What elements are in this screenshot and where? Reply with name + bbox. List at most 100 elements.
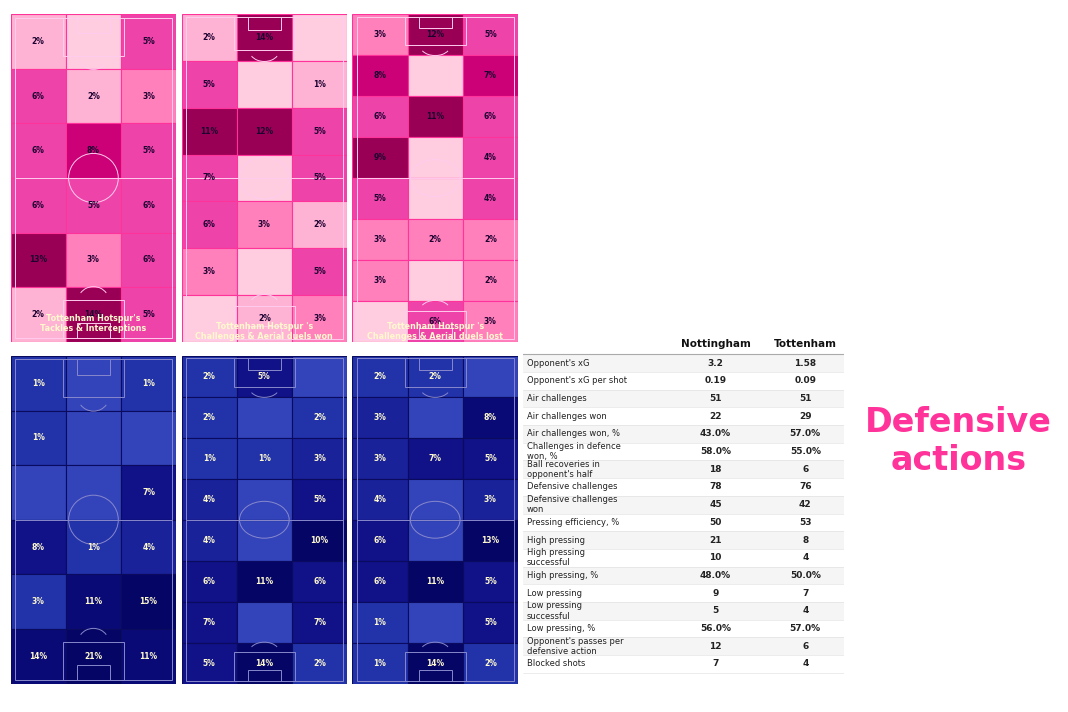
Text: 3%: 3% [203, 267, 216, 276]
Bar [66, 629, 121, 684]
Text: 5%: 5% [203, 659, 216, 668]
Text: 4%: 4% [203, 495, 216, 504]
Bar [408, 219, 462, 260]
Bar [182, 201, 237, 248]
Text: 11%: 11% [200, 127, 218, 136]
Text: 6%: 6% [32, 146, 45, 155]
Text: 8%: 8% [87, 146, 100, 155]
Bar [419, 669, 452, 681]
Bar [77, 360, 110, 375]
Bar [405, 16, 466, 46]
Text: 2%: 2% [374, 372, 387, 381]
Bar [77, 18, 110, 33]
Text: 6%: 6% [203, 577, 216, 586]
Bar [292, 397, 347, 438]
Bar [182, 61, 237, 108]
Text: 7%: 7% [203, 617, 216, 627]
Text: Low pressing, %: Low pressing, % [527, 624, 595, 633]
Text: Nottingham: Nottingham [680, 340, 751, 350]
Bar [77, 665, 110, 680]
Bar [121, 465, 176, 520]
Bar [408, 14, 462, 56]
Text: 7%: 7% [313, 617, 326, 627]
Text: Low pressing: Low pressing [527, 589, 581, 597]
Text: 5%: 5% [313, 267, 326, 276]
Text: Air challenges won: Air challenges won [527, 412, 607, 421]
Text: 4%: 4% [142, 543, 155, 552]
Text: Defensive challenges
won: Defensive challenges won [527, 495, 617, 514]
Bar [523, 655, 844, 673]
Bar [182, 479, 237, 520]
Bar [292, 520, 347, 561]
Text: 2%: 2% [313, 220, 326, 229]
Text: 0.09: 0.09 [795, 376, 816, 385]
Text: 3%: 3% [484, 495, 497, 504]
Bar [11, 287, 66, 342]
Bar [352, 260, 408, 300]
Bar [237, 397, 292, 438]
Bar [66, 287, 121, 342]
Text: 3%: 3% [313, 314, 326, 323]
Text: 53: 53 [799, 518, 812, 527]
Text: 8%: 8% [374, 71, 387, 80]
Bar [237, 561, 292, 602]
Bar [292, 61, 347, 108]
Text: 7%: 7% [203, 174, 216, 182]
Bar [352, 178, 408, 219]
Bar [523, 637, 844, 655]
Text: 6%: 6% [428, 317, 442, 326]
Text: 3%: 3% [313, 454, 326, 463]
Text: 4: 4 [802, 553, 808, 562]
Bar [11, 123, 66, 178]
Text: 6%: 6% [142, 256, 155, 264]
Bar [237, 14, 292, 61]
Text: High pressing: High pressing [527, 535, 584, 545]
Text: 2%: 2% [484, 235, 497, 244]
Bar [419, 358, 452, 370]
Bar [292, 155, 347, 201]
Text: Opponent's xG: Opponent's xG [527, 359, 590, 367]
Bar [408, 260, 462, 300]
Text: Pressing efficiency, %: Pressing efficiency, % [527, 518, 618, 527]
Text: 4%: 4% [203, 535, 216, 545]
Text: 1%: 1% [257, 454, 271, 463]
Bar [234, 306, 295, 339]
Text: 3%: 3% [374, 235, 387, 244]
Bar [121, 287, 176, 342]
Bar [523, 531, 844, 549]
Bar [352, 602, 408, 642]
Bar [408, 438, 462, 479]
Text: 3%: 3% [142, 92, 155, 100]
Bar [523, 549, 844, 567]
Bar [63, 18, 124, 56]
Bar [237, 295, 292, 342]
Bar [121, 123, 176, 178]
Bar [408, 602, 462, 642]
Bar [182, 295, 237, 342]
Text: 6%: 6% [32, 92, 45, 100]
Text: 2%: 2% [257, 314, 271, 323]
Text: 4%: 4% [484, 153, 497, 162]
Bar [352, 438, 408, 479]
Bar [405, 310, 466, 340]
Text: 45: 45 [709, 500, 722, 509]
Bar [408, 356, 462, 397]
Text: Tottenham Hotspur 's
Challenges & Aerial duels lost: Tottenham Hotspur 's Challenges & Aerial… [367, 322, 503, 341]
Bar [237, 520, 292, 561]
Text: 57.0%: 57.0% [789, 429, 821, 439]
Text: 6%: 6% [32, 201, 45, 210]
Bar [523, 354, 844, 372]
Bar [405, 358, 466, 387]
Bar [352, 642, 408, 684]
Text: Challenges in defence
won, %: Challenges in defence won, % [527, 442, 621, 461]
Bar [248, 326, 281, 339]
Bar [405, 652, 466, 681]
Text: 5%: 5% [88, 201, 99, 210]
Text: 11%: 11% [426, 112, 444, 121]
Text: 22: 22 [709, 412, 722, 421]
Bar [121, 575, 176, 629]
Bar [523, 496, 844, 513]
Bar [352, 14, 408, 56]
Bar [66, 14, 121, 69]
Text: 11%: 11% [84, 597, 103, 606]
